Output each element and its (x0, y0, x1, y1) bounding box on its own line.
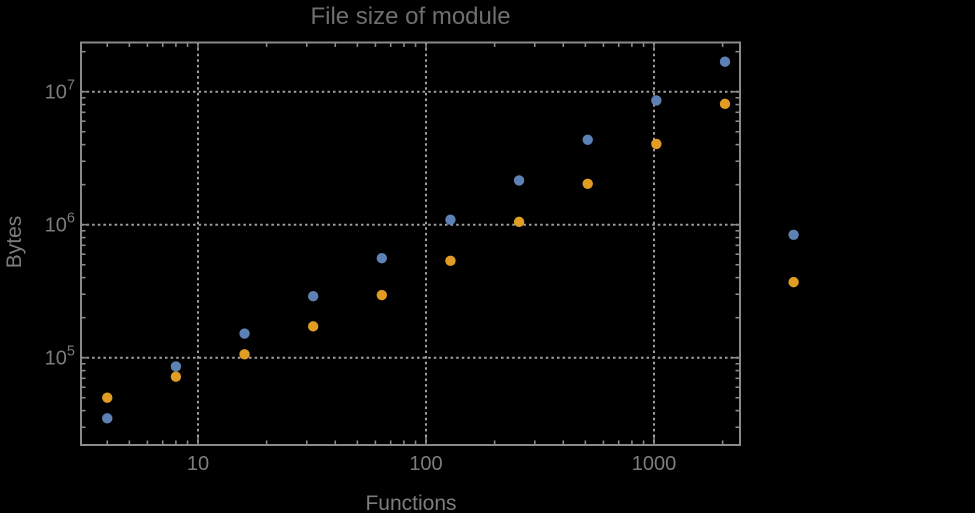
x-tick-label: 100 (409, 453, 442, 475)
data-point (102, 413, 113, 424)
data-point (651, 138, 662, 150)
y-axis-label: Bytes (3, 216, 26, 269)
plot-frame (80, 41, 741, 446)
data-point (582, 178, 593, 190)
data-point (788, 229, 799, 240)
data-point (445, 214, 456, 225)
chart-title: File size of module (310, 3, 510, 30)
data-point (170, 361, 182, 372)
tick-marks-layer (81, 42, 740, 445)
gridlines-layer (81, 42, 740, 445)
data-point (719, 56, 731, 67)
data-point (239, 328, 250, 339)
data-point (582, 134, 593, 145)
data-point (788, 276, 799, 288)
data-point (376, 289, 388, 301)
data-point (445, 255, 456, 267)
data-point (102, 392, 113, 403)
x-tick-label: 10 (187, 453, 209, 475)
y-tick-label: 105 (45, 344, 75, 370)
data-point (239, 349, 250, 360)
y-tick-label: 107 (45, 78, 75, 104)
data-point (307, 291, 319, 302)
y-tick-label: 106 (45, 211, 75, 237)
data-point (513, 216, 525, 228)
data-point (307, 321, 319, 332)
x-axis-label: Functions (365, 492, 456, 513)
data-point (651, 95, 662, 106)
tick-labels-layer: 10 100 1000 105 106 107 (45, 78, 677, 475)
data-points-layer (102, 56, 799, 424)
data-point (376, 252, 388, 264)
data-point (719, 98, 731, 110)
x-tick-label: 1000 (632, 453, 677, 475)
data-point (170, 371, 182, 382)
data-point (513, 175, 525, 186)
